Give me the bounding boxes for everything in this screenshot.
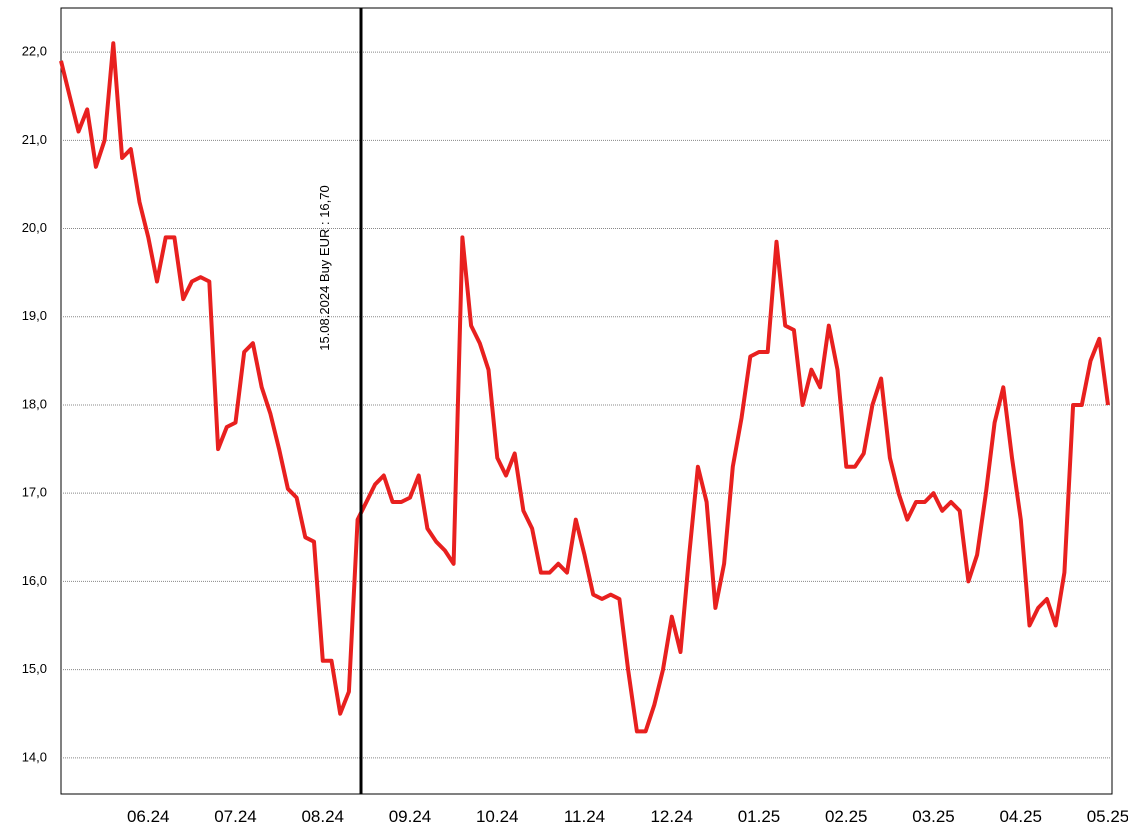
x-tick-label: 12.24 <box>650 807 693 826</box>
y-tick-label: 14,0 <box>22 749 47 764</box>
y-tick-label: 17,0 <box>22 485 47 500</box>
marker-label: 15.08.2024 Buy EUR : 16,70 <box>317 185 332 351</box>
x-tick-label: 09.24 <box>389 807 432 826</box>
x-tick-label: 11.24 <box>564 807 605 826</box>
y-tick-label: 16,0 <box>22 573 47 588</box>
x-tick-label: 06.24 <box>127 807 170 826</box>
y-tick-label: 20,0 <box>22 220 47 235</box>
x-tick-label: 02.25 <box>825 807 868 826</box>
x-tick-label: 08.24 <box>301 807 344 826</box>
x-tick-label: 05.25 <box>1087 807 1128 826</box>
y-tick-label: 21,0 <box>22 132 47 147</box>
y-tick-label: 15,0 <box>22 661 47 676</box>
y-tick-label: 18,0 <box>22 396 47 411</box>
x-tick-label: 03.25 <box>912 807 955 826</box>
y-tick-label: 19,0 <box>22 308 47 323</box>
x-tick-label: 10.24 <box>476 807 519 826</box>
y-tick-label: 22,0 <box>22 44 47 59</box>
series-line <box>59 41 1110 734</box>
lines <box>59 41 1110 734</box>
x-tick-label: 07.24 <box>214 807 257 826</box>
x-tick-label: 04.25 <box>999 807 1042 826</box>
x-tick-label: 01.25 <box>738 807 781 826</box>
plot-area <box>60 7 1113 795</box>
